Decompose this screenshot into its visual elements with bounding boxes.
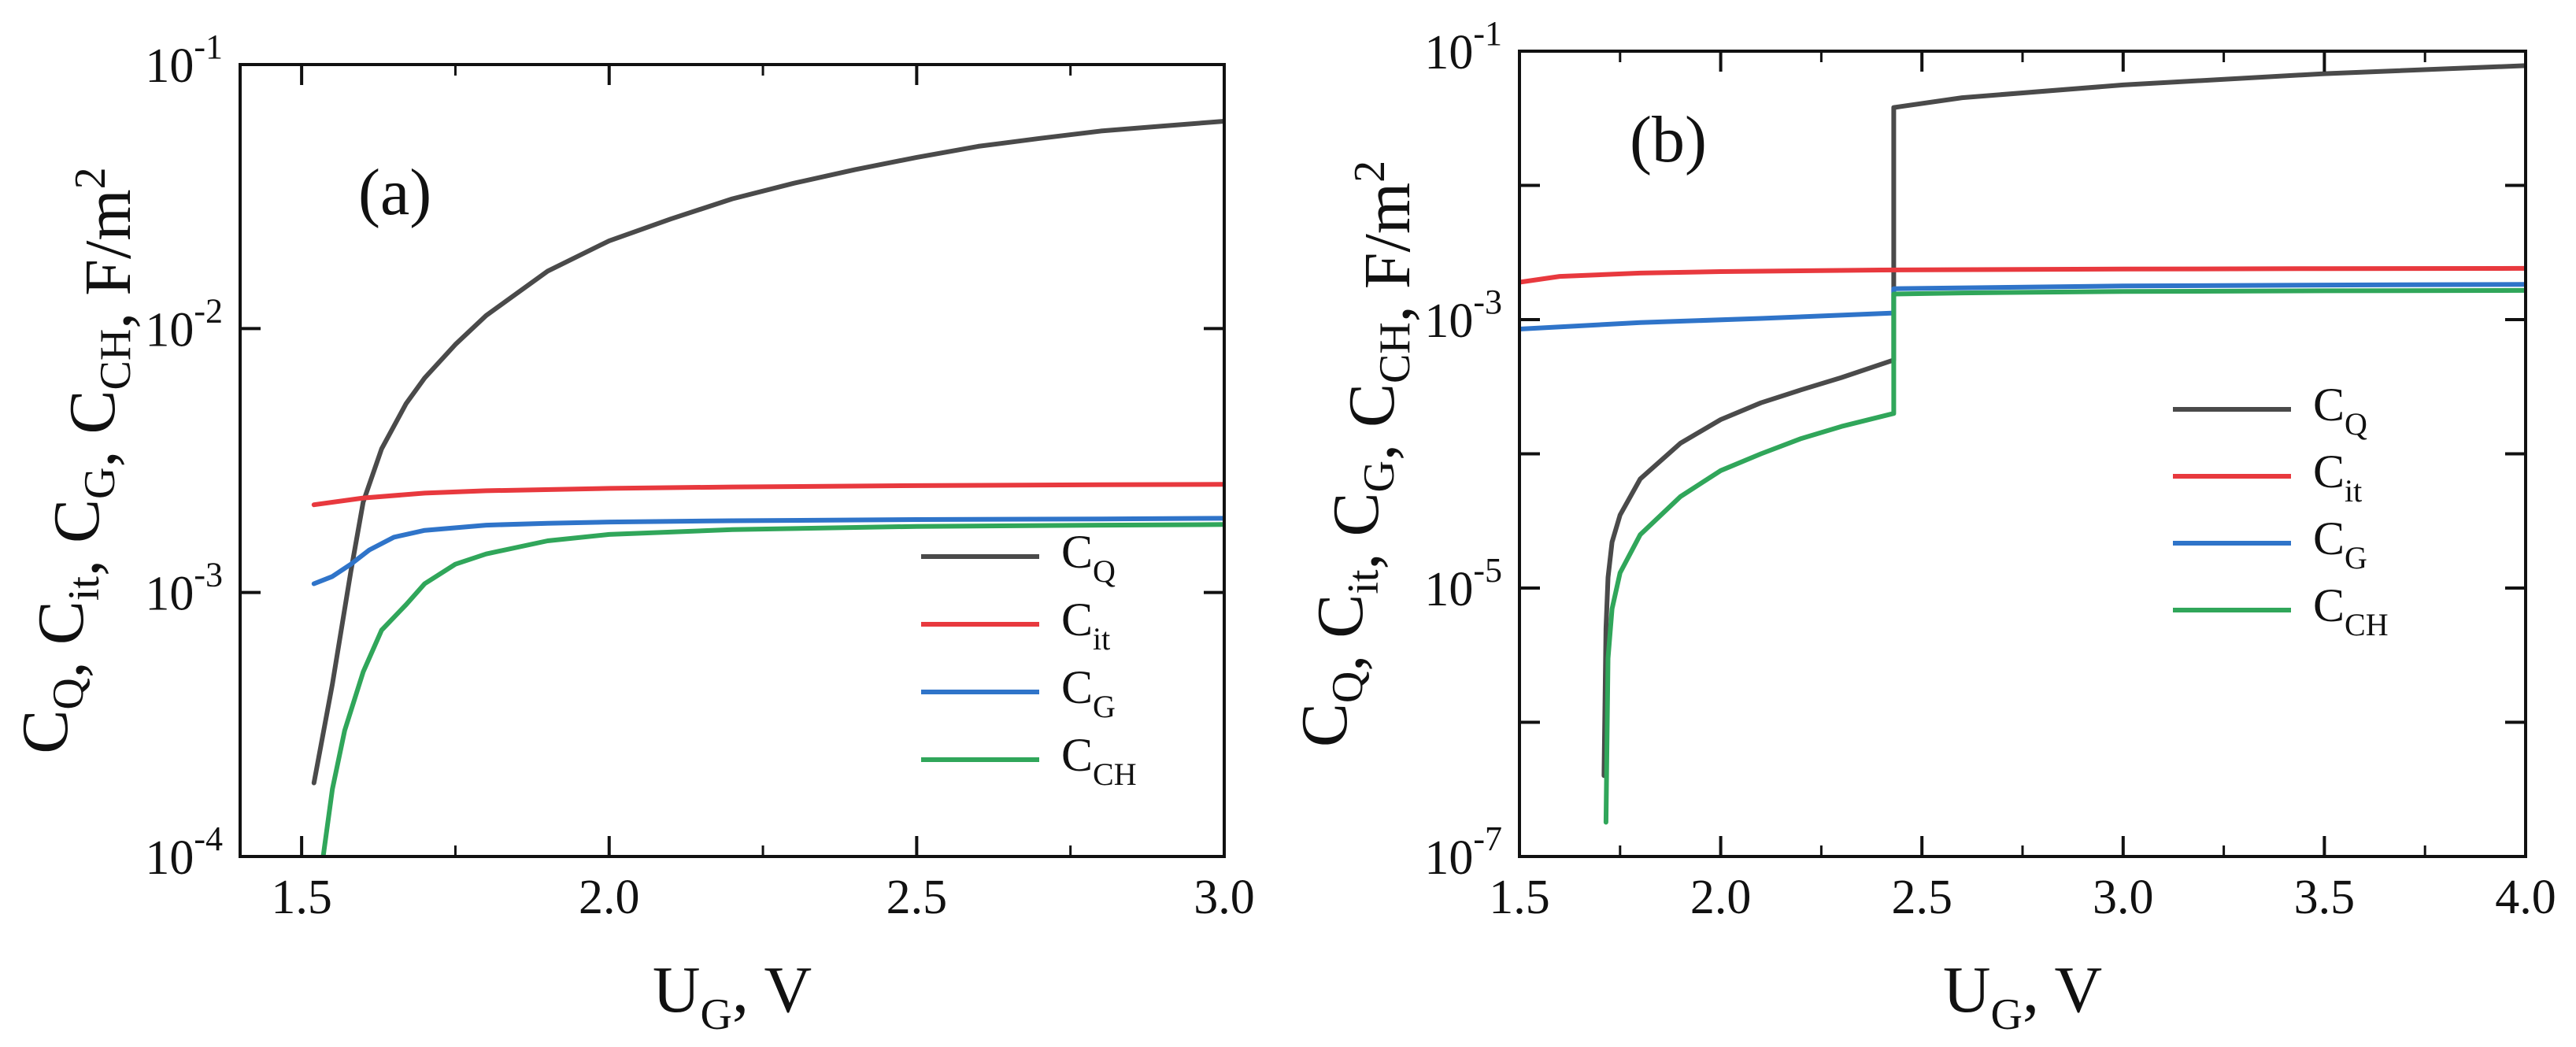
x-tick-label: 2.5 (1891, 871, 1952, 924)
panel-a: 1.5 2.0 2.5 3.0 10-4 10-3 10-2 10-1 UG, V CQ, Cit… (9, 28, 1255, 1039)
legend-label: CG (2313, 512, 2367, 575)
series-line-c-q (1601, 63, 2526, 779)
series-line-c-ch (320, 522, 1224, 856)
legend-label: CQ (2313, 379, 2367, 442)
x-tick-label: 2.0 (1690, 871, 1752, 924)
series-line-c-q (311, 119, 1224, 786)
y-tick-label: 10-1 (145, 28, 223, 93)
panel-b: 1.5 2.0 2.5 3.0 3.5 4.0 10-7 10-5 10-3 10-1 UG, V C… (1288, 14, 2556, 1039)
y-tick-label: 10-5 (1424, 551, 1502, 616)
y-tick-label: 10-2 (145, 291, 223, 357)
x-axis-title: UG, V (653, 953, 812, 1039)
series-line-c-it (311, 482, 1224, 508)
x-tick-label: 1.5 (1489, 871, 1550, 924)
x-tick-label: 1.5 (271, 871, 332, 924)
x-tick-label: 2.5 (886, 871, 948, 924)
y-tick-label: 10-3 (1424, 283, 1502, 348)
y-tick-label: 10-1 (1424, 14, 1502, 80)
legend-label: CCH (1061, 729, 1137, 792)
plot-area (311, 119, 1224, 856)
series-line-c-g (311, 516, 1224, 586)
legend-label: Cit (2313, 446, 2362, 509)
panel-label: (a) (358, 156, 431, 229)
plot-frame (239, 63, 1226, 858)
y-tick-label: 10-7 (1424, 819, 1502, 885)
x-tick-label: 3.0 (1194, 871, 1255, 924)
y-axis-title: CQ, Cit, CG, CCH, F/m2 (1288, 161, 1424, 747)
panel-label: (b) (1630, 103, 1707, 176)
x-axis-title: UG, V (1943, 953, 2102, 1039)
x-tick-label: 3.0 (2093, 871, 2154, 924)
legend-label: Cit (1061, 594, 1110, 657)
legend-label: CCH (2313, 579, 2389, 642)
y-axis-title: CQ, Cit, CG, CCH, F/m2 (9, 167, 145, 753)
y-tick-label: 10-4 (145, 819, 223, 885)
legend-label: CG (1061, 661, 1116, 724)
series-line-c-it (1519, 265, 2526, 285)
legend-label: CQ (1061, 526, 1116, 589)
y-tick-label: 10-3 (145, 556, 223, 621)
series-line-c-ch (1603, 287, 2526, 825)
x-tick-label: 2.0 (579, 871, 640, 924)
plot-area (1519, 63, 2526, 825)
x-tick-label: 4.0 (2495, 871, 2556, 924)
x-tick-label: 3.5 (2294, 871, 2356, 924)
